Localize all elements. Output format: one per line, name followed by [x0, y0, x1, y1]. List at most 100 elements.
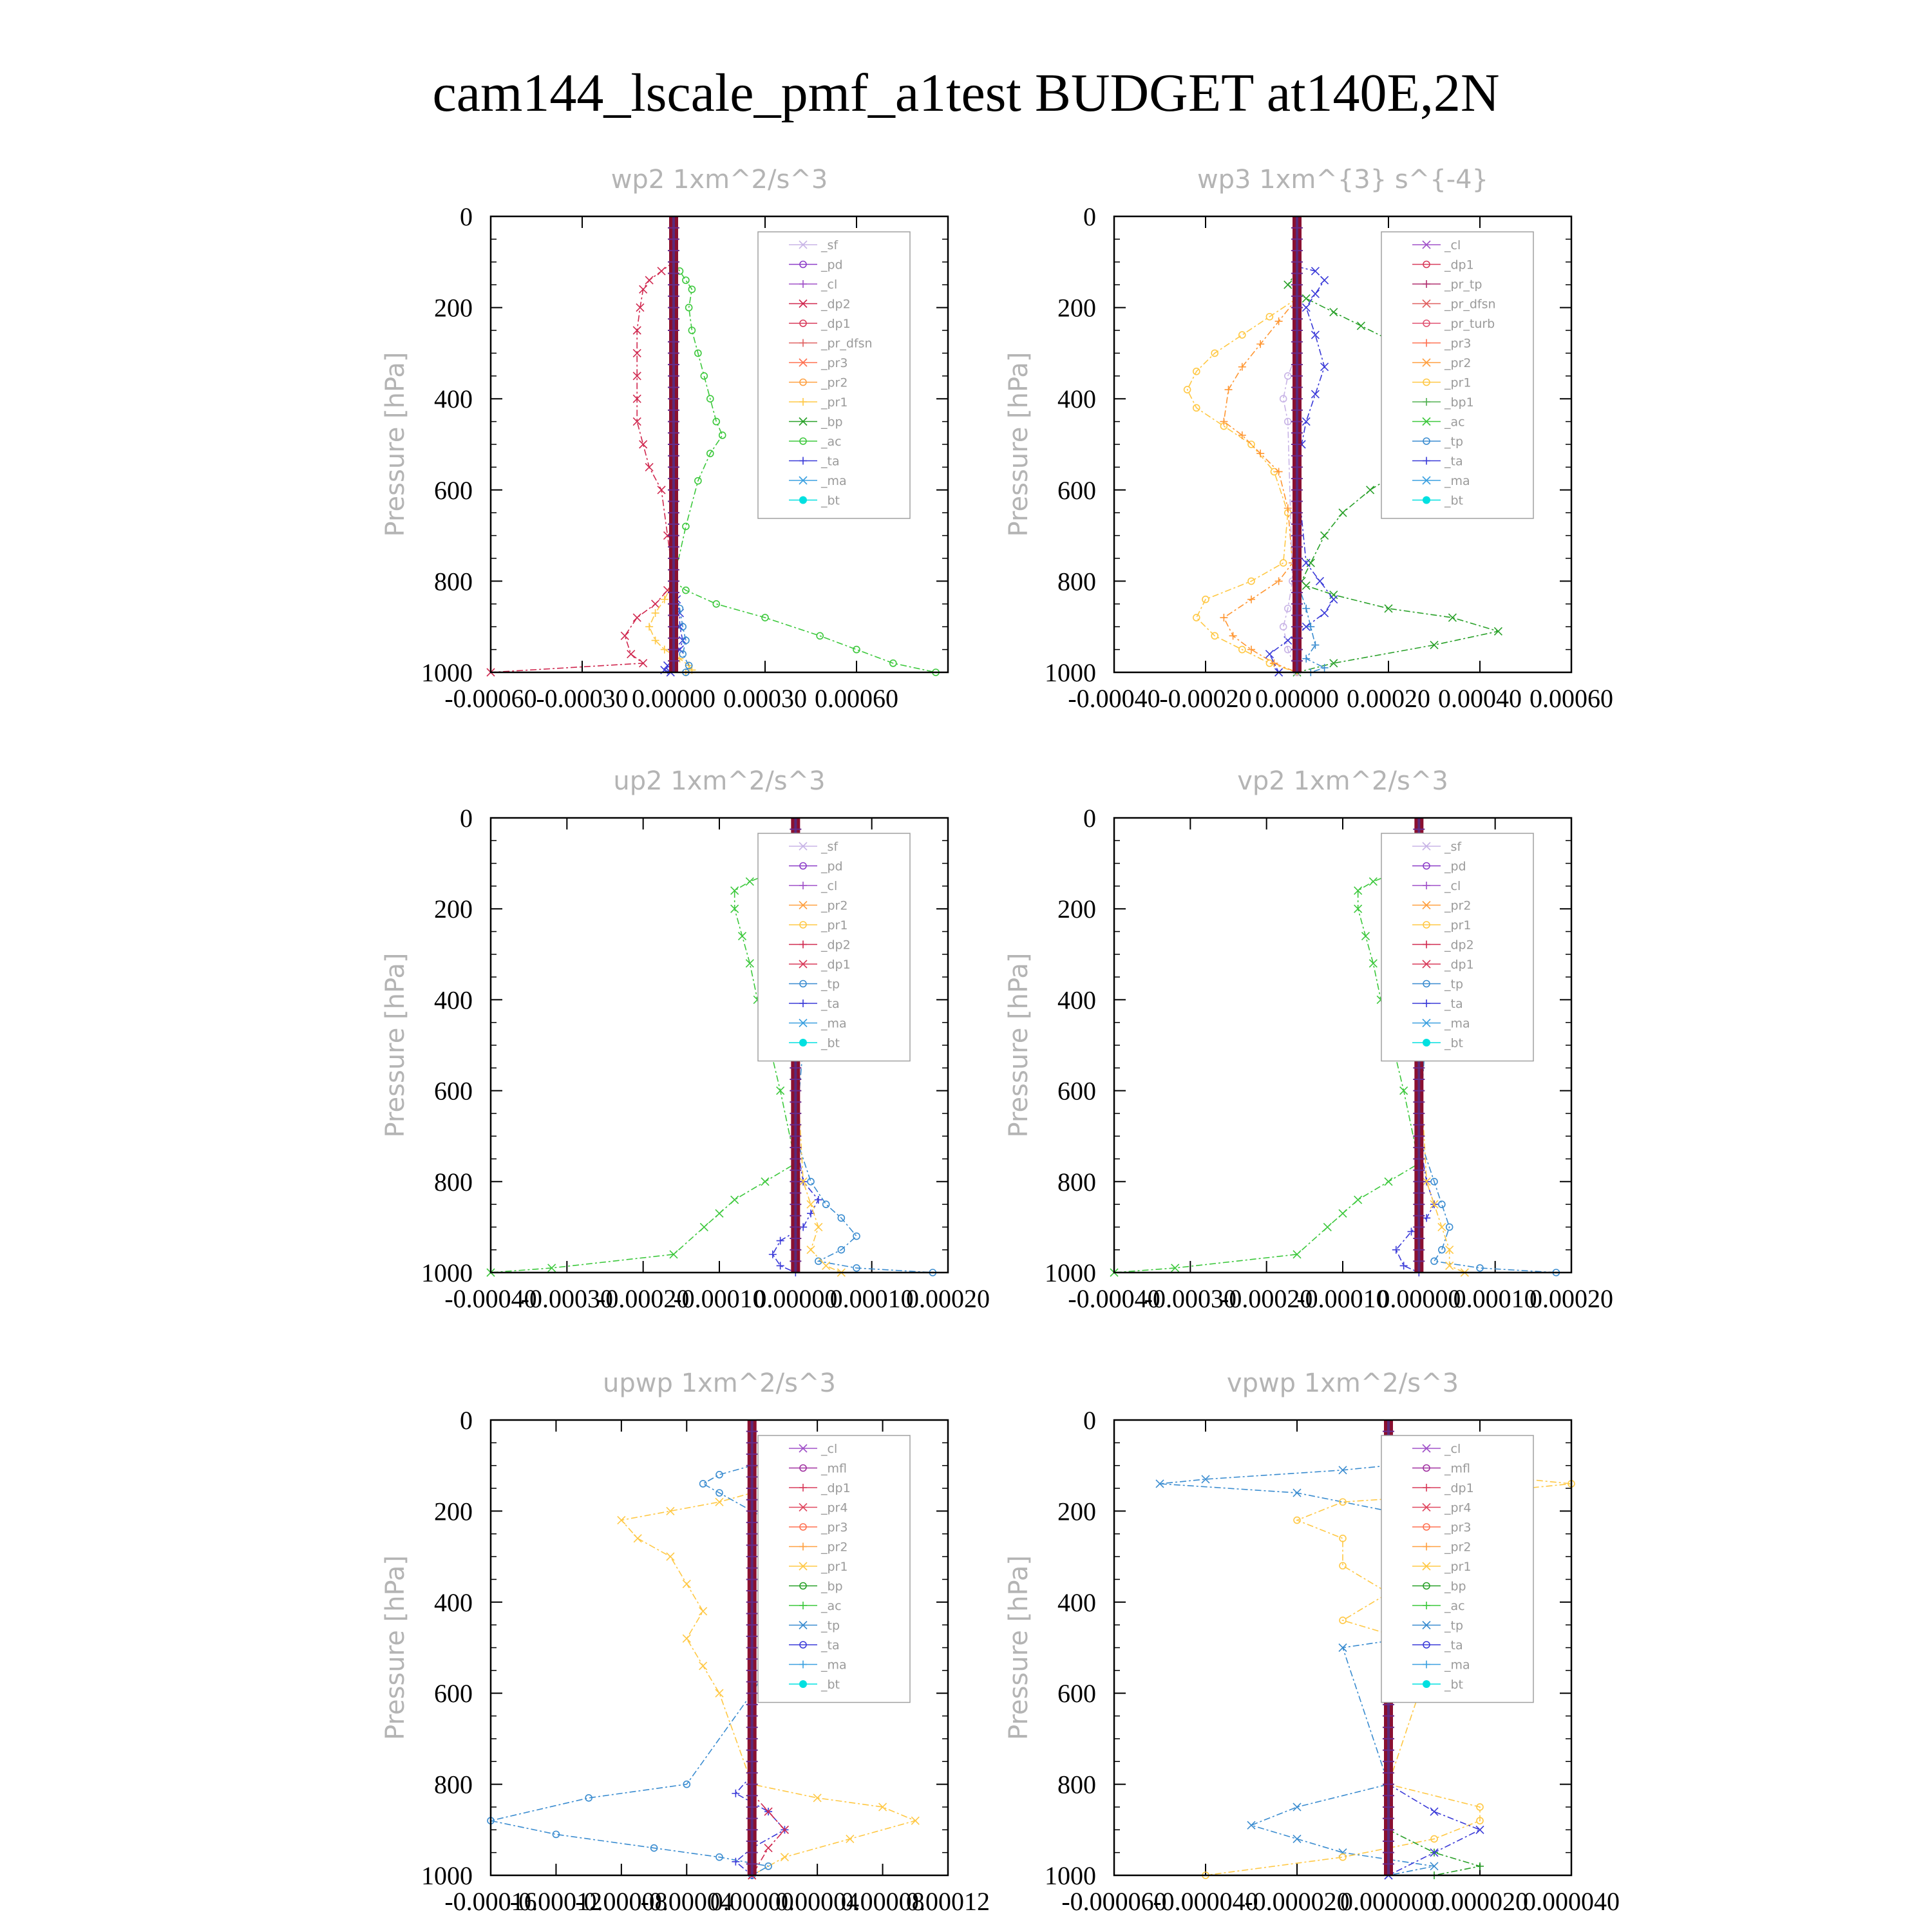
data-point: [666, 1552, 675, 1561]
legend-marker: [799, 999, 807, 1007]
y-tick-label: 600: [1057, 476, 1096, 505]
data-point: [632, 417, 641, 426]
legend-marker: [799, 417, 808, 426]
data-point: [1302, 558, 1311, 567]
data-point: [732, 1857, 740, 1866]
data-point: [1329, 595, 1338, 604]
legend-label: _mfl: [1444, 1462, 1470, 1476]
legend-marker: [1422, 240, 1431, 249]
data-point: [1155, 1479, 1164, 1488]
y-tick-label: 1000: [1045, 1258, 1096, 1287]
data-point: [806, 1245, 815, 1255]
data-point: [1430, 1178, 1438, 1186]
x-tick-label: -0.00020: [1220, 1284, 1312, 1313]
legend-marker: [1423, 1523, 1430, 1531]
legend-label: _pd: [820, 258, 843, 272]
legend-marker: [799, 358, 808, 367]
data-point: [1193, 367, 1200, 375]
data-point: [682, 586, 690, 594]
data-point: [1356, 321, 1365, 330]
data-point: [651, 609, 659, 617]
data-point: [1430, 1257, 1438, 1265]
data-point: [712, 417, 721, 426]
data-point: [1339, 1616, 1347, 1624]
legend-label: _ta: [1444, 455, 1463, 469]
legend-marker: [1423, 457, 1430, 465]
legend-label: _pr_turb: [1444, 317, 1495, 331]
legend-box: [757, 833, 911, 1062]
legend-marker: [799, 299, 808, 308]
data-point: [632, 394, 641, 403]
y-tick-label: 0: [460, 804, 473, 833]
data-point: [814, 1196, 822, 1204]
data-point: [682, 276, 690, 284]
data-point: [1399, 1086, 1408, 1095]
panel-title: wp2 1xm^2/s^3: [611, 165, 828, 194]
legend-marker: [1423, 882, 1430, 889]
series-line-pr1: [620, 1464, 917, 1876]
data-point: [620, 631, 629, 640]
y-tick-label: 400: [1057, 384, 1096, 413]
legend-label: _bt: [820, 1036, 840, 1050]
y-tick-label: 800: [1057, 1168, 1096, 1197]
data-point: [694, 349, 702, 357]
x-tick-label: -0.00030: [521, 1284, 613, 1313]
legend-marker: [1423, 1582, 1430, 1590]
x-tick-label: -0.00030: [536, 684, 628, 713]
legend-label: _cl: [820, 278, 837, 292]
legend-marker: [799, 882, 807, 889]
data-point: [699, 1222, 708, 1231]
y-tick-label: 200: [1057, 1497, 1096, 1526]
legend-marker: [1423, 980, 1430, 988]
data-point: [1238, 431, 1246, 439]
legend-marker: [799, 339, 807, 347]
legend-marker: [799, 398, 807, 406]
y-tick-label: 400: [434, 1588, 473, 1617]
data-point: [1238, 645, 1246, 654]
legend-label: _bt: [1444, 1678, 1463, 1692]
data-point: [552, 1830, 560, 1839]
legend-label: _cl: [1444, 238, 1461, 252]
legend-label: _sf: [1444, 840, 1462, 854]
data-point: [1183, 386, 1191, 393]
data-point: [807, 1178, 815, 1186]
panel-title: vpwp 1xm^2/s^3: [1227, 1368, 1459, 1398]
data-point: [679, 650, 687, 658]
y-tick-label: 600: [1057, 1077, 1096, 1106]
data-point: [1311, 641, 1320, 649]
data-point: [1307, 623, 1315, 631]
data-point: [688, 285, 696, 294]
legend-marker: [1423, 1542, 1430, 1551]
data-point: [715, 1853, 723, 1861]
legend-label: _pr_dfsn: [820, 337, 873, 351]
data-point: [657, 486, 666, 495]
legend-marker: [1423, 1484, 1430, 1492]
y-tick-label: 800: [434, 567, 473, 596]
legend-marker: [1423, 1641, 1430, 1649]
legend-label: _pr2: [1444, 1540, 1471, 1555]
data-point: [679, 623, 687, 631]
data-point: [1384, 604, 1393, 613]
legend-label: _pd: [1444, 860, 1466, 874]
data-point: [878, 1803, 887, 1812]
legend-label: _bp: [820, 415, 843, 430]
x-tick-label: -0.000040: [1153, 1887, 1258, 1916]
data-point: [1329, 659, 1338, 668]
legend-box: [757, 231, 911, 519]
y-tick-label: 0: [460, 1406, 473, 1435]
data-point: [776, 1262, 784, 1270]
data-point: [780, 1825, 789, 1834]
data-point: [1293, 1488, 1302, 1497]
data-point: [806, 1200, 815, 1209]
data-point: [730, 1195, 739, 1204]
x-tick-label: -0.00060: [444, 684, 536, 713]
data-point: [699, 1662, 708, 1671]
data-point: [813, 1794, 822, 1803]
data-point: [1384, 1177, 1393, 1186]
legend-marker: [799, 378, 807, 386]
x-tick-label: 0.00012: [906, 1887, 990, 1916]
legend-label: _bp: [820, 1580, 843, 1594]
plot-frame: [489, 817, 949, 1274]
x-tick-label: 0.00020: [906, 1284, 990, 1313]
legend-marker: [799, 1620, 808, 1630]
